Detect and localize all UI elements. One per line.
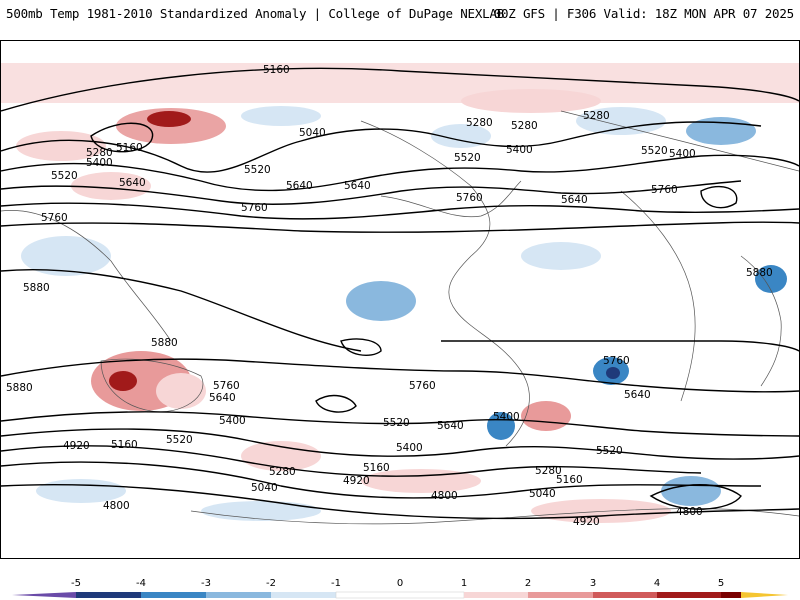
contour-label: 4920 [343, 475, 370, 487]
contour-label: 5880 [23, 282, 50, 294]
contour-label: 5040 [251, 482, 278, 494]
colorbar-segment-zero [335, 591, 465, 599]
colorbar-tick: -5 [71, 578, 81, 589]
contour-label: 4920 [63, 440, 90, 452]
colorbar-segment-neg1 [271, 592, 336, 598]
contour-label: 4800 [103, 500, 130, 512]
contour-label: 5880 [746, 267, 773, 279]
contour-label: 5520 [51, 170, 78, 182]
contour-label: 5400 [669, 148, 696, 160]
contour-label: 5760 [456, 192, 483, 204]
colorbar-segment-neg3 [141, 592, 206, 598]
contour-label: 4800 [431, 490, 458, 502]
colorbar-segment-neg5 [12, 592, 76, 598]
contour-label: 5400 [86, 157, 113, 169]
contour-label: 5640 [624, 389, 651, 401]
colorbar-canvas: -5 -4 -3 -2 -1 0 1 2 3 4 5 [12, 578, 788, 599]
contour-label: 5760 [409, 380, 436, 392]
anomaly-shading [1, 63, 799, 523]
colorbar-tick: 0 [397, 578, 403, 589]
contour-label: 5760 [213, 380, 240, 392]
colorbar-tick: 3 [590, 578, 596, 589]
colorbar-ticks: -5 -4 -3 -2 -1 0 1 2 3 4 5 [71, 578, 724, 589]
contour-label: 5160 [116, 142, 143, 154]
map-canvas: 5160 5040 5160 5280 5280 5400 5520 5640 … [1, 63, 799, 528]
contour-label: 5520 [641, 145, 668, 157]
contour-label: 5760 [41, 212, 68, 224]
colorbar-tick: 2 [525, 578, 531, 589]
colorbar-segment-neg2 [206, 592, 271, 598]
contour-label: 5640 [437, 420, 464, 432]
colorbar-tick: -2 [266, 578, 276, 589]
anomaly-colorbar: -5 -4 -3 -2 -1 0 1 2 3 4 5 [0, 565, 800, 600]
colorbar-segment-extreme [741, 592, 788, 598]
contour-label: 5760 [651, 184, 678, 196]
contour-label: 5880 [6, 382, 33, 394]
world-map: 5160 5040 5160 5280 5280 5400 5520 5640 … [0, 40, 800, 559]
contour-label: 5280 [535, 465, 562, 477]
contour-label: 5400 [219, 415, 246, 427]
colorbar-segment-neg4 [76, 592, 141, 598]
contour-label: 5640 [344, 180, 371, 192]
contour-label: 5520 [596, 445, 623, 457]
contour-label: 5040 [529, 488, 556, 500]
contour-label: 5280 [269, 466, 296, 478]
contour-label: 5640 [119, 177, 146, 189]
contour-label: 5640 [561, 194, 588, 206]
map-title: 500mb Temp 1981-2010 Standardized Anomal… [6, 6, 505, 21]
contour-label: 5520 [383, 417, 410, 429]
contour-label: 5400 [506, 144, 533, 156]
contour-label: 5280 [86, 147, 113, 159]
colorbar-tick: 5 [718, 578, 724, 589]
colorbar-segment-pos4 [657, 592, 721, 598]
colorbar-tick: -3 [201, 578, 211, 589]
colorbar-tick: -1 [331, 578, 341, 589]
contour-label: 5160 [263, 64, 290, 76]
contour-label: 5760 [241, 202, 268, 214]
contour-label: 5520 [244, 164, 271, 176]
colorbar-segment-pos1 [464, 592, 528, 598]
colorbar-segment-pos5 [721, 592, 741, 598]
colorbar-segment-pos2 [528, 592, 593, 598]
contour-label: 5160 [111, 439, 138, 451]
contour-label: 5280 [583, 110, 610, 122]
contour-label: 4920 [573, 516, 600, 528]
run-info: 00Z GFS | F306 Valid: 18Z MON APR 07 202… [493, 6, 795, 21]
colorbar-tick: 4 [654, 578, 660, 589]
contour-label: 5520 [166, 434, 193, 446]
height-contours [1, 67, 799, 520]
contour-label: 5400 [396, 442, 423, 454]
contour-label: 5880 [151, 337, 178, 349]
contour-label: 5640 [286, 180, 313, 192]
colorbar-tick: 1 [461, 578, 467, 589]
contour-label: 4800 [676, 506, 703, 518]
contour-label: 5280 [511, 120, 538, 132]
contour-label: 5160 [556, 474, 583, 486]
colorbar-segment-pos3 [593, 592, 657, 598]
contour-label: 5640 [209, 392, 236, 404]
contour-label: 5520 [454, 152, 481, 164]
contour-label: 5040 [299, 127, 326, 139]
contour-label: 5400 [493, 411, 520, 423]
contour-label: 5280 [466, 117, 493, 129]
colorbar-tick: -4 [136, 578, 146, 589]
contour-label: 5760 [603, 355, 630, 367]
colorbar-segments [12, 591, 788, 599]
contour-label: 5160 [363, 462, 390, 474]
contour-labels: 5160 5040 5160 5280 5280 5400 5520 5640 … [6, 64, 773, 528]
